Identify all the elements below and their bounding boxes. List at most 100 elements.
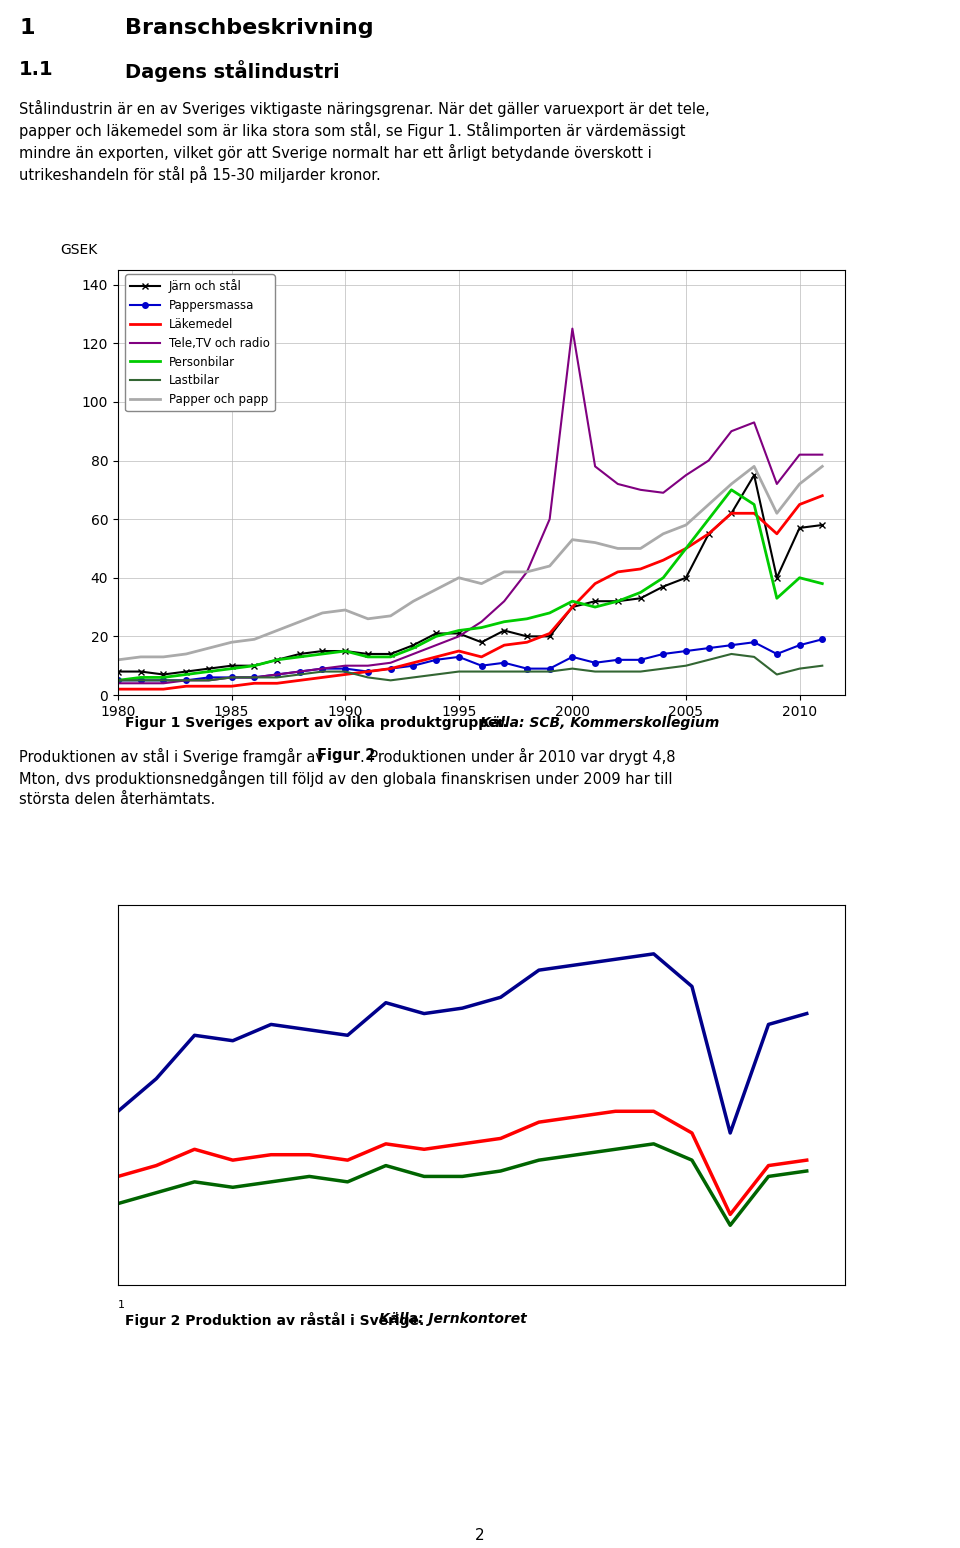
Lastbilar	[566, 659, 578, 678]
Lastbilar	[408, 669, 420, 687]
Järn och stål	[135, 663, 147, 681]
Läkemedel	[317, 669, 328, 687]
Tele,TV och radio	[703, 450, 714, 469]
Pappersmassa	[249, 669, 260, 687]
Papper och papp	[726, 475, 737, 494]
Papper och papp	[362, 610, 373, 628]
Personbilar	[498, 613, 510, 632]
Pappersmassa	[135, 670, 147, 689]
Text: 1: 1	[118, 1300, 125, 1310]
Papper och papp	[135, 647, 147, 666]
Lastbilar	[385, 670, 396, 689]
Järn och stål	[658, 577, 669, 596]
Personbilar	[771, 588, 782, 607]
Pappersmassa	[157, 670, 169, 689]
Pappersmassa	[430, 650, 442, 669]
Personbilar	[544, 604, 556, 622]
Läkemedel	[589, 574, 601, 593]
Papper och papp	[794, 475, 805, 494]
Papper och papp	[453, 568, 465, 587]
Papper och papp	[112, 650, 124, 669]
Järn och stål	[817, 515, 828, 534]
Pappersmassa	[272, 666, 283, 684]
Läkemedel	[340, 666, 351, 684]
Papper och papp	[408, 591, 420, 610]
Järn och stål	[157, 666, 169, 684]
Järn och stål	[340, 642, 351, 661]
Lastbilar	[294, 666, 305, 684]
Text: mindre än exporten, vilket gör att Sverige normalt har ett årligt betydande över: mindre än exporten, vilket gör att Sveri…	[19, 144, 652, 161]
Läkemedel	[681, 539, 692, 557]
Pappersmassa	[521, 659, 533, 678]
Papper och papp	[612, 539, 624, 557]
Papper och papp	[521, 562, 533, 580]
Personbilar	[294, 647, 305, 666]
Pappersmassa	[340, 659, 351, 678]
Järn och stål	[408, 636, 420, 655]
Personbilar	[521, 610, 533, 628]
Pappersmassa	[453, 647, 465, 666]
Papper och papp	[180, 644, 192, 663]
Tele,TV och radio	[635, 480, 646, 498]
Tele,TV och radio	[589, 457, 601, 475]
Pappersmassa	[726, 636, 737, 655]
Text: 1.1: 1.1	[19, 60, 54, 79]
Läkemedel	[180, 676, 192, 695]
Personbilar	[180, 666, 192, 684]
Lastbilar	[771, 666, 782, 684]
Legend: Järn och stål, Pappersmassa, Läkemedel, Tele,TV och radio, Personbilar, Lastbila: Järn och stål, Pappersmassa, Läkemedel, …	[125, 274, 275, 412]
Papper och papp	[498, 562, 510, 580]
Text: Källa: Jernkontoret: Källa: Jernkontoret	[379, 1313, 527, 1327]
Läkemedel	[408, 653, 420, 672]
Järn och stål	[272, 650, 283, 669]
Tele,TV och radio	[294, 663, 305, 681]
Järn och stål	[317, 642, 328, 661]
Järn och stål	[749, 466, 760, 485]
Pappersmassa	[703, 639, 714, 658]
Lastbilar	[226, 669, 237, 687]
Pappersmassa	[294, 663, 305, 681]
Personbilar	[589, 598, 601, 616]
Tele,TV och radio	[453, 627, 465, 646]
Pappersmassa	[749, 633, 760, 652]
Lastbilar	[362, 669, 373, 687]
Tele,TV och radio	[544, 509, 556, 528]
Lastbilar	[135, 670, 147, 689]
Papper och papp	[544, 557, 556, 576]
Personbilar	[817, 574, 828, 593]
Papper och papp	[157, 647, 169, 666]
Läkemedel	[226, 676, 237, 695]
Papper och papp	[703, 495, 714, 514]
Lastbilar	[612, 663, 624, 681]
Lastbilar	[817, 656, 828, 675]
Line: Lastbilar: Lastbilar	[118, 653, 823, 680]
Läkemedel	[612, 562, 624, 580]
Tele,TV och radio	[681, 466, 692, 485]
Tele,TV och radio	[408, 644, 420, 663]
Tele,TV och radio	[340, 656, 351, 675]
Text: Stålindustrin är en av Sveriges viktigaste näringsgrenar. När det gäller varuexp: Stålindustrin är en av Sveriges viktigas…	[19, 101, 709, 118]
Line: Papper och papp: Papper och papp	[118, 466, 823, 659]
Lastbilar	[112, 670, 124, 689]
Tele,TV och radio	[817, 446, 828, 464]
Järn och stål	[180, 663, 192, 681]
Tele,TV och radio	[226, 669, 237, 687]
Lastbilar	[430, 666, 442, 684]
Tele,TV och radio	[135, 673, 147, 692]
Text: största delen återhämtats.: största delen återhämtats.	[19, 793, 215, 807]
Pappersmassa	[635, 650, 646, 669]
Pappersmassa	[817, 630, 828, 649]
Tele,TV och radio	[430, 636, 442, 655]
Personbilar	[408, 639, 420, 658]
Lastbilar	[272, 669, 283, 687]
Järn och stål	[635, 588, 646, 607]
Järn och stål	[794, 519, 805, 537]
Personbilar	[726, 480, 737, 498]
Järn och stål	[771, 568, 782, 587]
Personbilar	[272, 650, 283, 669]
Läkemedel	[385, 659, 396, 678]
Pappersmassa	[476, 656, 488, 675]
Papper och papp	[658, 525, 669, 543]
Tele,TV och radio	[771, 475, 782, 494]
Tele,TV och radio	[249, 669, 260, 687]
